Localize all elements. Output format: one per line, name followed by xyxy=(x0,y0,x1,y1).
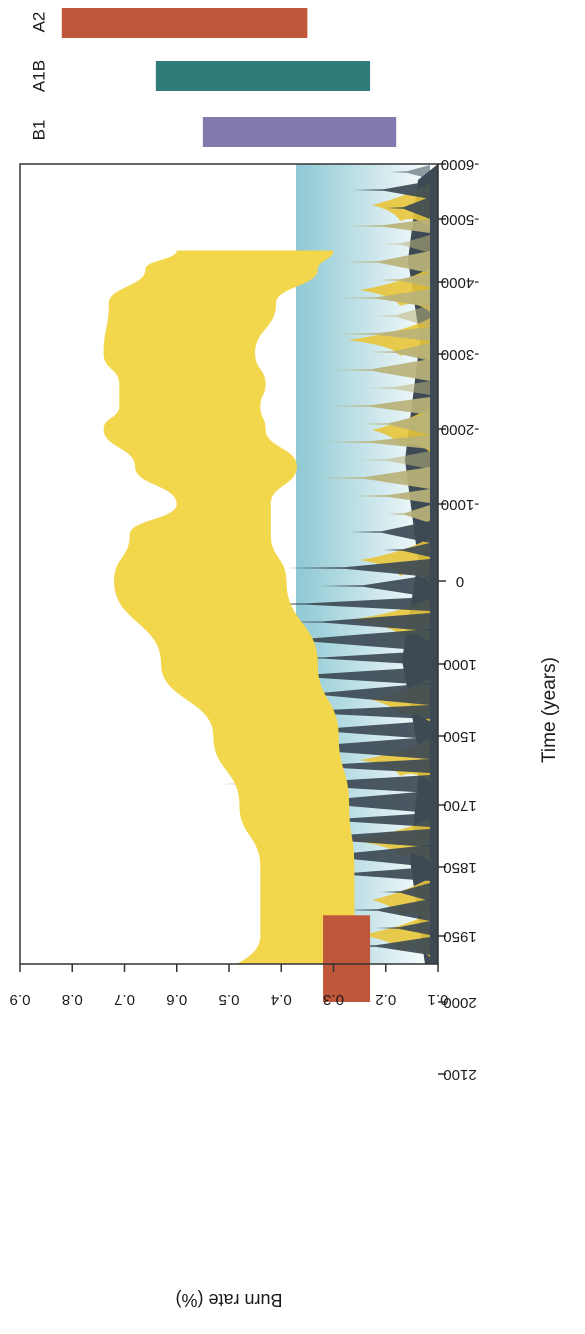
conifer-tree-icon xyxy=(325,435,430,449)
scenario-bars: A2 A1B B1 xyxy=(29,8,397,147)
conifer-tree-icon xyxy=(343,899,430,921)
conifer-tree-icon xyxy=(319,575,430,597)
conifer-tree-icon xyxy=(234,667,430,685)
conifer-tree-icon xyxy=(378,273,430,287)
conifer-tree-icon xyxy=(383,543,430,557)
time-tick-label: 1950 xyxy=(443,928,476,945)
conifer-tree-icon xyxy=(242,597,430,611)
conifer-tree-icon xyxy=(339,937,430,955)
conifer-tree-icon xyxy=(259,759,430,773)
burn-rate-tick-label: 0.6 xyxy=(166,991,187,1008)
burn-rate-axis-title: Burn rate (%) xyxy=(175,1290,282,1310)
scenario-label-b1: B1 xyxy=(29,120,48,141)
scenario-bar-a1b xyxy=(155,61,371,91)
time-tick-label: -5000 xyxy=(441,211,479,228)
burn-rate-tick-label: 0.9 xyxy=(10,991,31,1008)
burn-rate-tick-label: 0.8 xyxy=(62,991,83,1008)
observed-range-bar xyxy=(323,915,371,1002)
conifer-tree-icon xyxy=(362,413,430,435)
time-tick-label: 1850 xyxy=(443,859,476,876)
conifer-tree-icon xyxy=(374,305,430,327)
conifer-tree-icon xyxy=(341,289,430,307)
conifer-tree-icon xyxy=(238,629,430,651)
conifer-tree-icon xyxy=(354,489,430,503)
conifer-tree-icon xyxy=(349,219,430,233)
conifer-tree-icon xyxy=(345,251,430,273)
conifer-tree-icon xyxy=(333,359,430,381)
axes: 0.1 0.2 0.3 0.4 0.5 0.6 0.7 0.8 0.9 Burn rate (%)… xyxy=(10,156,560,1310)
time-tick-label: 2000 xyxy=(443,994,476,1011)
scenario-bar-a2 xyxy=(61,8,308,38)
burn-rate-tick-label: 0.5 xyxy=(219,991,240,1008)
conifer-tree-icon xyxy=(288,813,430,827)
time-tick-label: 0 xyxy=(456,573,464,590)
conifer-tree-icon xyxy=(390,165,430,179)
conifer-tree-icon xyxy=(337,327,430,341)
conifer-tree-icon xyxy=(366,381,430,395)
conifer-tree-icon xyxy=(370,343,430,361)
burn-rate-tick-label: 0.7 xyxy=(114,991,135,1008)
burn-rate-tick-label: 0.2 xyxy=(375,991,396,1008)
conifer-tree-icon xyxy=(382,235,430,253)
scenario-bar-b1 xyxy=(202,117,397,147)
conifer-tree-icon xyxy=(386,197,430,219)
scenario-label-a1b: A1B xyxy=(29,60,48,92)
forest-illustration xyxy=(222,164,438,964)
time-tick-label: -6000 xyxy=(441,156,479,173)
conifer-tree-icon xyxy=(284,845,430,867)
conifer-tree-icon xyxy=(287,867,430,881)
band-area xyxy=(103,250,357,964)
time-tick-label: 1500 xyxy=(443,728,476,745)
burn-rate-band xyxy=(103,250,357,964)
conifer-tree-icon xyxy=(353,181,430,199)
conifer-tree-icon xyxy=(329,397,430,415)
burn-rate-tick-label: 0.1 xyxy=(428,991,449,1008)
conifer-tree-icon xyxy=(387,505,430,523)
burn-rate-tick-label: 0.3 xyxy=(323,991,344,1008)
conifer-tree-icon xyxy=(271,651,430,665)
time-tick-label: -1000 xyxy=(441,496,479,513)
time-tick-label: -2000 xyxy=(441,421,479,438)
conifer-tree-icon xyxy=(321,467,430,489)
conifer-tree-icon xyxy=(286,559,430,577)
time-tick-label: 1700 xyxy=(443,797,476,814)
time-axis-title: Time (years) xyxy=(539,657,560,763)
time-tick-label: -3000 xyxy=(441,346,479,363)
time-tick-label: 2100 xyxy=(443,1066,476,1083)
burn-rate-tick-label: 0.4 xyxy=(271,991,292,1008)
conifer-tree-icon xyxy=(263,721,430,739)
conifer-tree-icon xyxy=(267,683,430,705)
conifer-tree-icon xyxy=(275,613,430,631)
observed-range xyxy=(323,915,371,1002)
conifer-tree-icon xyxy=(380,883,430,901)
time-tick-label: -4000 xyxy=(441,274,479,291)
scenario-label-a2: A2 xyxy=(29,12,48,33)
conifer-tree-icon xyxy=(358,451,430,469)
time-tick-label: 1000 xyxy=(443,656,476,673)
conifer-tree-icon xyxy=(376,921,430,935)
conifer-tree-icon xyxy=(350,521,430,543)
